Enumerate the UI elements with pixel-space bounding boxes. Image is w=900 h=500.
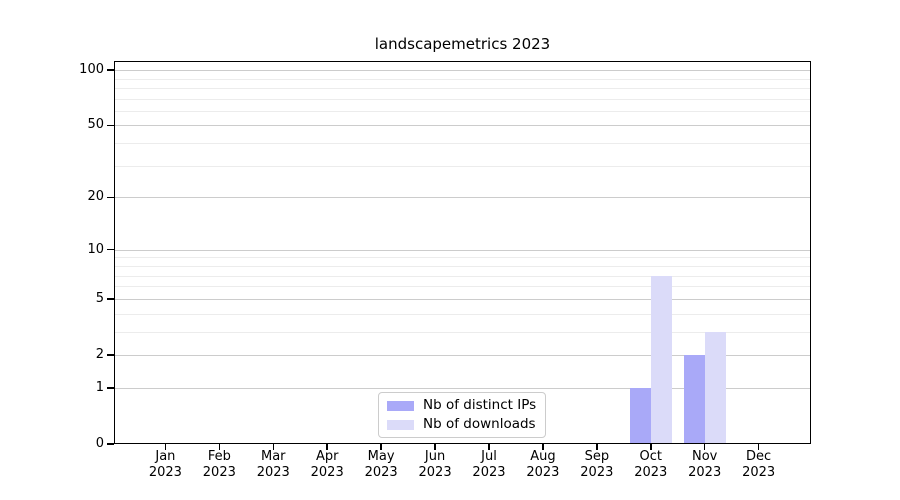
x-tick-label: Dec 2023 bbox=[729, 449, 789, 481]
major-gridline bbox=[114, 197, 811, 199]
legend-entry-downloads: Nb of downloads bbox=[387, 417, 536, 432]
x-tick-mark bbox=[218, 444, 221, 450]
x-tick-label: May 2023 bbox=[351, 449, 411, 481]
minor-gridline bbox=[114, 313, 811, 315]
x-tick-year: 2023 bbox=[580, 465, 614, 480]
x-tick-month: Nov bbox=[692, 449, 718, 464]
major-gridline bbox=[114, 387, 811, 389]
legend-entry-distinct-ips: Nb of distinct IPs bbox=[387, 398, 536, 413]
x-tick-mark bbox=[596, 444, 598, 450]
y-tick-mark bbox=[107, 387, 114, 389]
plot-area bbox=[114, 61, 811, 444]
y-tick-label: 10 bbox=[87, 241, 104, 257]
y-tick-label: 1 bbox=[95, 379, 104, 395]
bar bbox=[704, 331, 726, 444]
x-tick-label: Feb 2023 bbox=[189, 449, 249, 481]
x-tick-month: Feb bbox=[207, 449, 231, 464]
minor-gridline bbox=[114, 275, 811, 277]
x-tick-year: 2023 bbox=[148, 465, 182, 480]
x-tick-mark bbox=[650, 444, 652, 450]
x-tick-month: May bbox=[367, 449, 395, 464]
x-tick-year: 2023 bbox=[310, 465, 344, 480]
x-tick-label: Jul 2023 bbox=[459, 449, 519, 481]
bar bbox=[629, 387, 651, 444]
minor-gridline bbox=[114, 265, 811, 267]
minor-gridline bbox=[114, 286, 811, 288]
x-tick-year: 2023 bbox=[256, 465, 290, 480]
x-tick-month: Oct bbox=[639, 449, 662, 464]
x-tick-year: 2023 bbox=[688, 465, 722, 480]
legend-label-downloads: Nb of downloads bbox=[423, 416, 536, 432]
legend-label-distinct-ips: Nb of distinct IPs bbox=[423, 397, 537, 413]
y-tick-label: 5 bbox=[95, 290, 104, 306]
x-tick-label: Oct 2023 bbox=[621, 449, 681, 481]
x-tick-label: Apr 2023 bbox=[297, 449, 357, 481]
minor-gridline bbox=[114, 110, 811, 112]
minor-gridline bbox=[114, 98, 811, 100]
x-tick-year: 2023 bbox=[634, 465, 668, 480]
x-tick-label: Mar 2023 bbox=[243, 449, 303, 481]
minor-gridline bbox=[114, 78, 811, 80]
x-tick-mark bbox=[488, 444, 490, 450]
y-tick-label: 0 bbox=[95, 436, 104, 451]
x-tick-month: Jan bbox=[155, 449, 176, 464]
x-tick-mark bbox=[380, 444, 382, 450]
major-gridline bbox=[114, 354, 811, 356]
y-tick-label: 100 bbox=[79, 62, 104, 78]
x-tick-month: Jul bbox=[481, 449, 497, 464]
y-tick-mark bbox=[107, 443, 114, 445]
x-tick-year: 2023 bbox=[742, 465, 776, 480]
minor-gridline bbox=[114, 257, 811, 259]
x-tick-mark bbox=[757, 444, 760, 450]
minor-gridline bbox=[114, 87, 811, 89]
x-tick-year: 2023 bbox=[526, 465, 560, 480]
x-tick-month: Mar bbox=[260, 449, 286, 464]
major-gridline bbox=[114, 70, 811, 72]
x-tick-mark bbox=[326, 444, 328, 450]
major-gridline bbox=[114, 125, 811, 127]
major-gridline bbox=[114, 249, 811, 251]
minor-gridline bbox=[114, 165, 811, 167]
x-tick-label: Jun 2023 bbox=[405, 449, 465, 481]
y-tick-mark bbox=[107, 298, 114, 300]
x-tick-year: 2023 bbox=[472, 465, 506, 480]
y-tick-mark bbox=[107, 69, 114, 71]
x-tick-label: Nov 2023 bbox=[675, 449, 735, 481]
x-tick-mark bbox=[434, 444, 436, 450]
x-tick-month: Aug bbox=[530, 449, 556, 464]
y-tick-label: 50 bbox=[87, 117, 104, 133]
x-tick-year: 2023 bbox=[202, 465, 236, 480]
x-tick-label: Aug 2023 bbox=[513, 449, 573, 481]
x-tick-year: 2023 bbox=[418, 465, 452, 480]
bar bbox=[650, 275, 672, 444]
x-tick-mark bbox=[272, 444, 274, 450]
bar bbox=[683, 354, 705, 444]
x-tick-label: Jan 2023 bbox=[135, 449, 195, 481]
chart-title: landscapemetrics 2023 bbox=[374, 35, 551, 53]
x-tick-mark bbox=[164, 444, 167, 450]
minor-gridline bbox=[114, 331, 811, 333]
y-tick-label: 20 bbox=[87, 189, 104, 205]
y-tick-mark bbox=[107, 124, 114, 127]
x-tick-mark bbox=[542, 444, 544, 450]
y-tick-mark bbox=[107, 354, 114, 356]
legend: Nb of distinct IPs Nb of downloads bbox=[378, 392, 547, 438]
major-gridline bbox=[114, 298, 811, 300]
y-tick-mark bbox=[107, 248, 114, 251]
x-tick-mark bbox=[703, 444, 706, 450]
x-tick-year: 2023 bbox=[364, 465, 398, 480]
legend-swatch-distinct-ips bbox=[387, 400, 414, 411]
x-tick-month: Dec bbox=[746, 449, 772, 464]
y-tick-mark bbox=[107, 196, 114, 199]
y-tick-label: 2 bbox=[95, 346, 104, 362]
x-tick-month: Apr bbox=[315, 449, 339, 464]
legend-swatch-downloads bbox=[387, 419, 414, 430]
x-tick-month: Sep bbox=[584, 449, 610, 464]
x-tick-month: Jun bbox=[424, 449, 446, 464]
x-tick-label: Sep 2023 bbox=[567, 449, 627, 481]
minor-gridline bbox=[114, 143, 811, 145]
